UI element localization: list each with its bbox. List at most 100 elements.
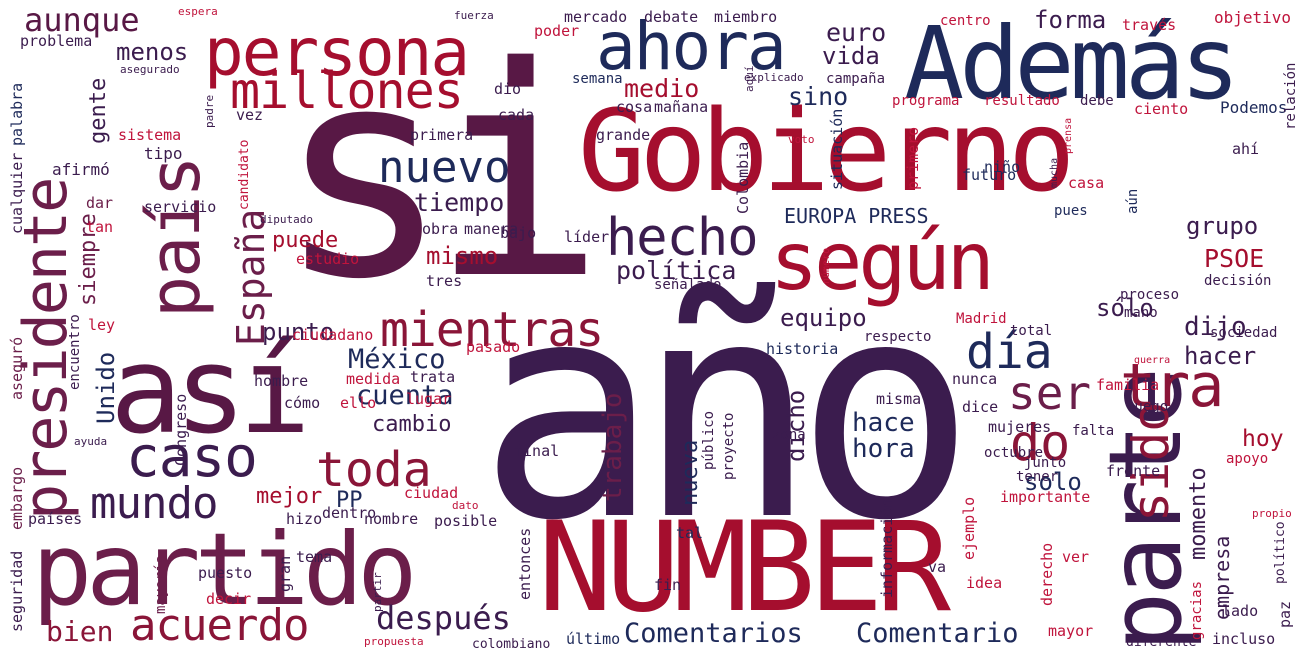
word-campana: campaña: [826, 71, 886, 87]
word-traves: través: [1122, 16, 1177, 34]
word-solo-accent: sólo: [1096, 294, 1154, 322]
word-semana: semana: [572, 71, 623, 87]
word-lado: lado: [1222, 602, 1259, 620]
word-podemos: Podemos: [1220, 98, 1288, 117]
word-pues: pues: [1054, 203, 1088, 219]
word-importante: importante: [1000, 488, 1091, 506]
word-tal: tal: [676, 524, 704, 542]
word-ciudadano: ciudadano: [292, 326, 374, 344]
word-primero: primero: [904, 126, 922, 190]
word-obra: obra: [422, 220, 459, 238]
word-euro: euro: [826, 18, 887, 47]
word-misma: misma: [876, 390, 922, 408]
word-miembro: miembro: [714, 8, 778, 26]
word-explicado: explicado: [744, 71, 804, 84]
word-forma: forma: [1034, 6, 1107, 34]
word-va: va: [928, 558, 947, 576]
word-total: total: [1010, 323, 1053, 339]
word-proceso: proceso: [1120, 287, 1180, 303]
word-afirmo: afirmó: [52, 160, 110, 179]
word-punto: punto: [262, 318, 335, 346]
word-sociedad: sociedad: [1210, 325, 1278, 341]
word-idea: idea: [966, 574, 1003, 592]
word-partir: partir: [371, 572, 384, 612]
word-hecho: hecho: [606, 208, 759, 268]
word-nunca: nunca: [952, 370, 998, 388]
word-vez: vez: [236, 106, 264, 124]
word-proyecto: proyecto: [721, 412, 737, 480]
word-debe: debe: [1080, 93, 1114, 109]
word-trata: trata: [410, 368, 456, 386]
word-hacer: hacer: [1184, 342, 1257, 370]
word-sistema: sistema: [118, 126, 182, 144]
word-ciudad: ciudad: [404, 484, 459, 502]
word-centro: centro: [940, 13, 991, 29]
word-servicio: servicio: [144, 198, 217, 216]
word-decision: decisión: [1204, 273, 1272, 289]
word-programa: programa: [892, 93, 960, 109]
word-futuro: futuro: [962, 166, 1017, 184]
word-politica: política: [616, 256, 737, 285]
word-diputado: diputado: [260, 213, 313, 226]
word-vida: vida: [822, 42, 880, 70]
word-mundo: mundo: [90, 478, 218, 529]
word-hizo: hizo: [286, 510, 323, 528]
word-cualquier: cualquier: [8, 152, 26, 234]
word-guerra: guerra: [1134, 355, 1171, 366]
word-mercado: mercado: [564, 8, 628, 26]
word-dia: día: [966, 324, 1053, 380]
word-colombia: Colombia: [734, 141, 752, 214]
word-informacion: información: [878, 498, 896, 598]
word-ver: ver: [1062, 548, 1090, 566]
word-cosa: cosa: [616, 98, 653, 116]
word-mismo: mismo: [426, 242, 499, 270]
word-congreso: Congreso: [172, 393, 190, 466]
word-do: do: [1010, 414, 1071, 472]
word-acuerdo: acuerdo: [130, 600, 309, 651]
word-historia: historia: [766, 340, 839, 358]
word-psoe: PSOE: [1204, 244, 1265, 273]
word-tan: tan: [86, 218, 114, 236]
word-partido: partido: [32, 511, 417, 628]
word-tra: tra: [1120, 351, 1224, 421]
word-dice: dice: [962, 398, 999, 416]
word-dicho: dicho: [782, 389, 810, 462]
word-manana: mañana: [654, 98, 709, 116]
word-pasado: pasado: [466, 338, 521, 356]
word-sino: sino: [788, 82, 849, 111]
word-publico: público: [701, 410, 717, 470]
word-luego: luego: [1126, 399, 1169, 415]
word-menos: menos: [116, 38, 189, 66]
word-mejor: mejor: [256, 484, 323, 509]
word-madrid: Madrid: [956, 311, 1007, 327]
word-respecto: respecto: [864, 329, 932, 345]
word-mientras: mientras: [380, 302, 604, 358]
word-derecho: derecho: [1038, 542, 1056, 606]
word-asi: así: [110, 322, 311, 461]
word-despues: después: [376, 599, 511, 637]
word-comentario: Comentario: [856, 618, 1019, 649]
word-dentro: dentro: [322, 504, 377, 522]
word-incluso: incluso: [1212, 630, 1276, 648]
word-propuesta: propuesta: [364, 635, 424, 648]
word-asegurado: asegurado: [120, 63, 180, 76]
word-gobierno: Gobierno: [578, 87, 1075, 217]
word-relacion: relación: [1283, 62, 1299, 130]
word-gente: gente: [86, 77, 111, 144]
word-dar: dar: [86, 194, 114, 212]
word-posible: posible: [434, 512, 498, 530]
word-mucha: mucha: [1049, 157, 1060, 188]
word-hombre: hombre: [254, 372, 309, 390]
word-toda: toda: [316, 442, 432, 498]
word-nombre: nombre: [364, 510, 419, 528]
word-nino: niño: [984, 158, 1021, 176]
word-comentarios: Comentarios: [624, 618, 803, 649]
word-tipo: tipo: [144, 144, 183, 163]
word-millones: millones: [230, 62, 464, 120]
word-bajo: bajo: [500, 224, 537, 242]
word-seguridad: seguridad: [8, 550, 26, 632]
word-debate: debate: [644, 8, 699, 26]
word-equipo: equipo: [780, 304, 867, 332]
word-grande: grande: [596, 126, 651, 144]
word-voto: voto: [788, 133, 815, 146]
